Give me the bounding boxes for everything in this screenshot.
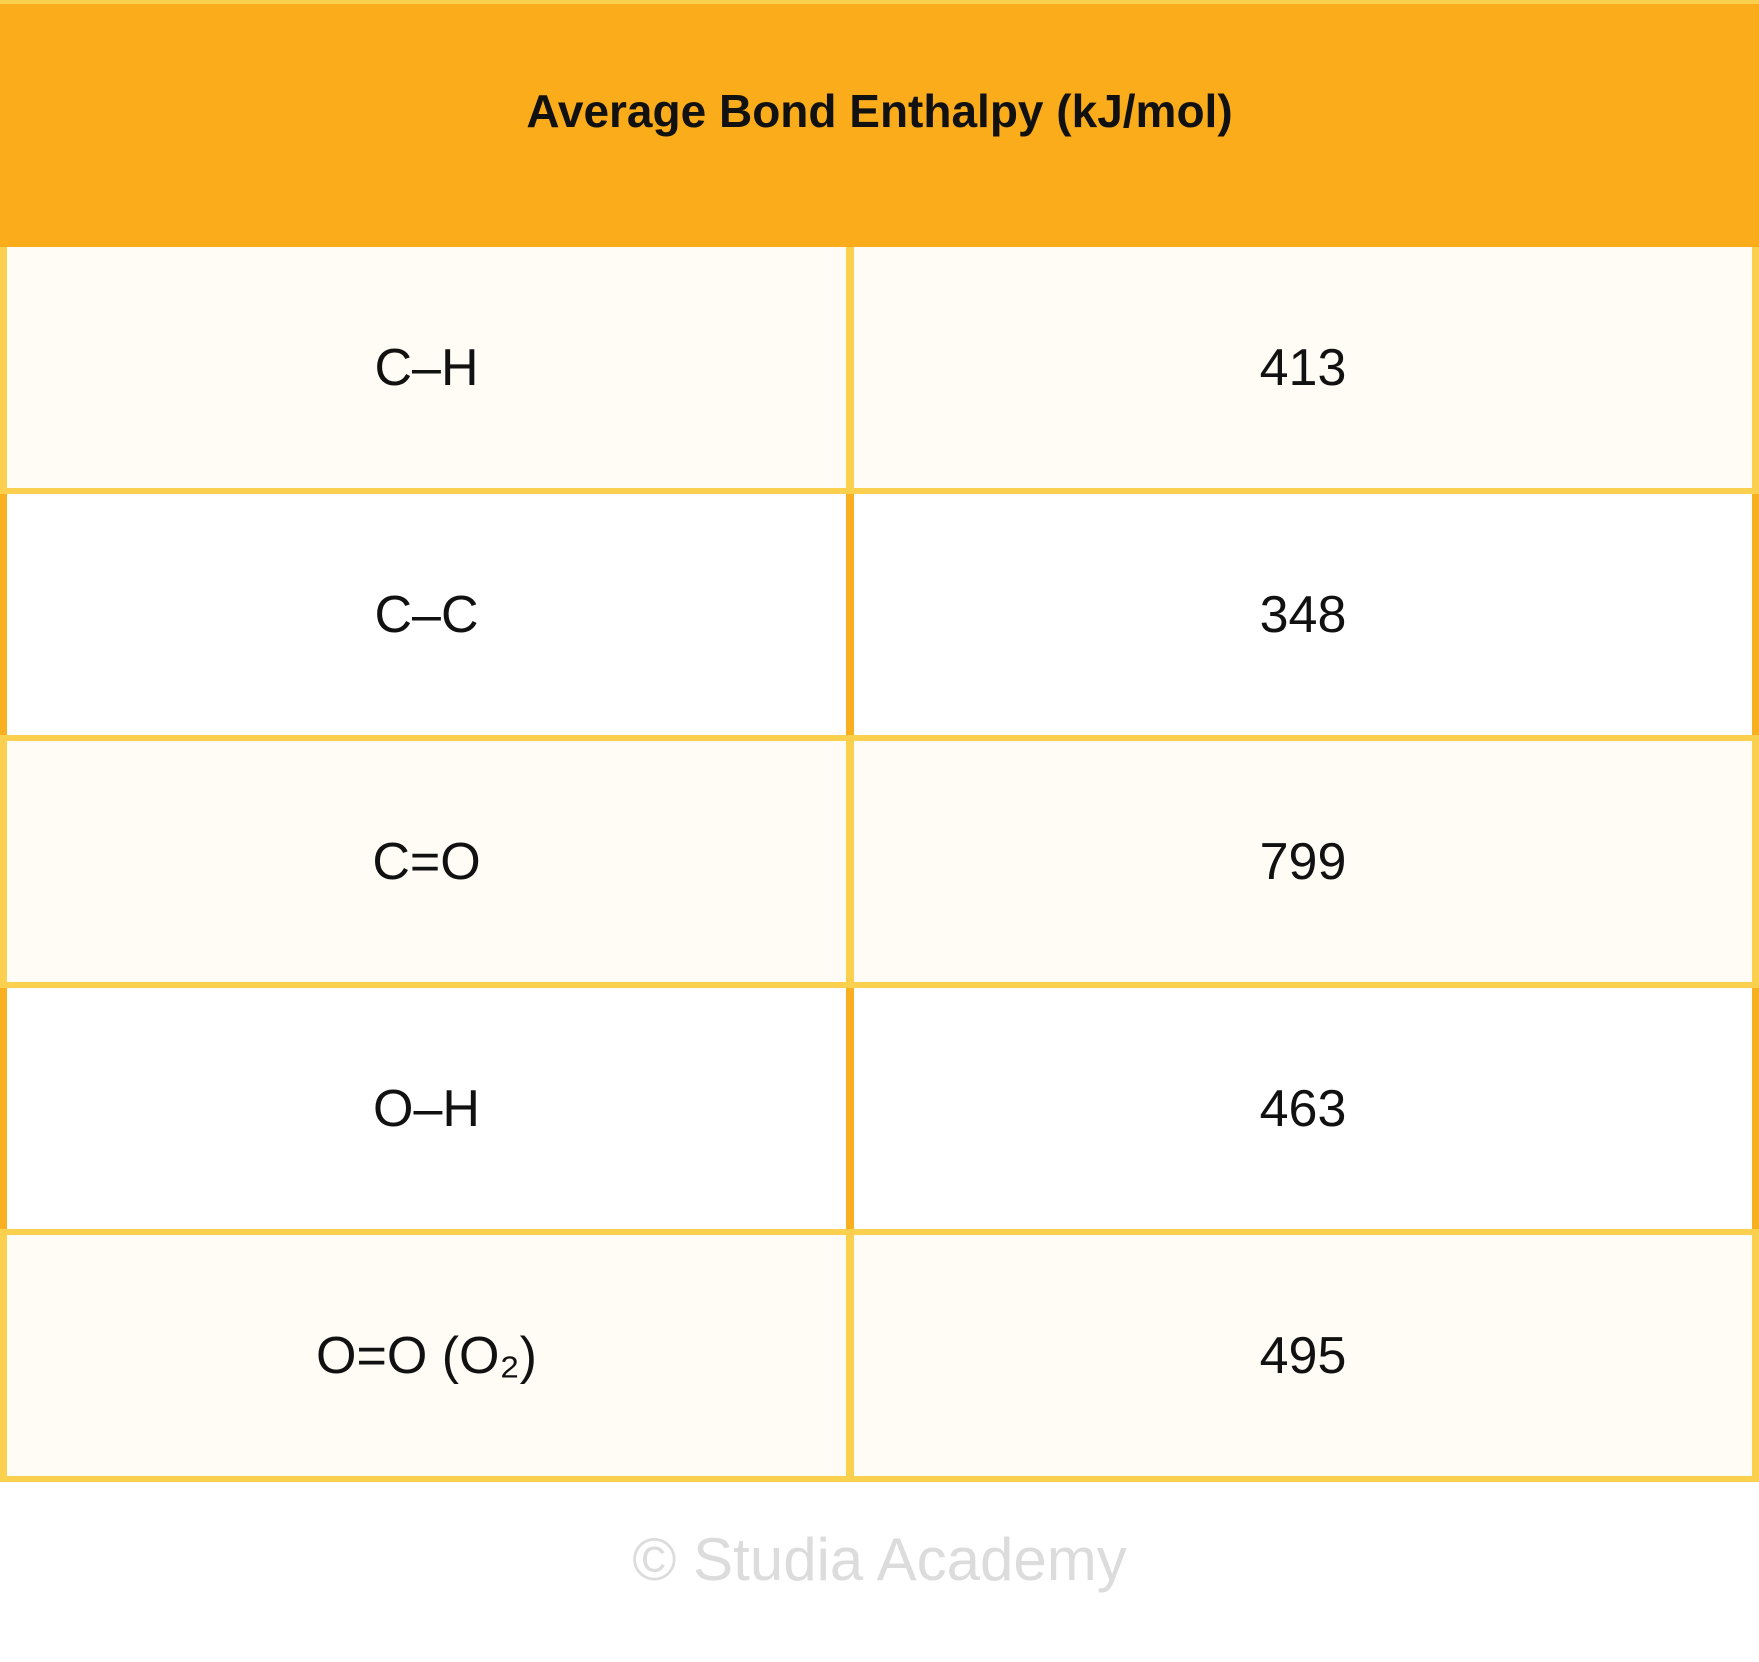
- table-row: O–H 463: [0, 988, 1759, 1235]
- table-body: C–H 413 C–C 348 C=O 799 O–H 463 O=O (O₂) 495: [0, 247, 1759, 1482]
- enthalpy-cell: 463: [850, 988, 1759, 1229]
- table-row: O=O (O₂) 495: [0, 1235, 1759, 1482]
- bond-cell: C=O: [0, 741, 850, 982]
- enthalpy-cell: 348: [850, 494, 1759, 735]
- enthalpy-cell: 799: [850, 741, 1759, 982]
- header-title: Average Bond Enthalpy (kJ/mol): [526, 84, 1233, 137]
- table-row: C=O 799: [0, 741, 1759, 988]
- table-row: C–H 413: [0, 247, 1759, 494]
- bond-cell: C–C: [0, 494, 850, 735]
- table-header: Average Bond Enthalpy (kJ/mol): [0, 0, 1759, 247]
- table-row: C–C 348: [0, 494, 1759, 741]
- bond-cell: C–H: [0, 247, 850, 488]
- bond-cell: O–H: [0, 988, 850, 1229]
- bond-cell: O=O (O₂): [0, 1235, 850, 1476]
- enthalpy-cell: 495: [850, 1235, 1759, 1476]
- enthalpy-cell: 413: [850, 247, 1759, 488]
- watermark: © Studia Academy: [632, 1526, 1127, 1593]
